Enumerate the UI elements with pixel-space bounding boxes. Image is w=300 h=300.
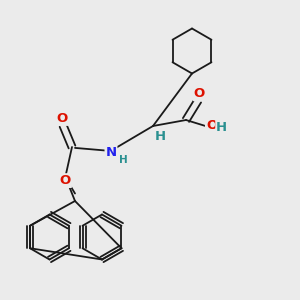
Text: O: O — [206, 118, 217, 132]
Text: O: O — [56, 112, 68, 125]
Text: H: H — [216, 121, 227, 134]
Text: H: H — [118, 154, 127, 165]
Text: N: N — [105, 146, 117, 160]
Text: H: H — [155, 130, 166, 143]
Text: O: O — [60, 174, 71, 187]
Text: O: O — [194, 87, 205, 101]
